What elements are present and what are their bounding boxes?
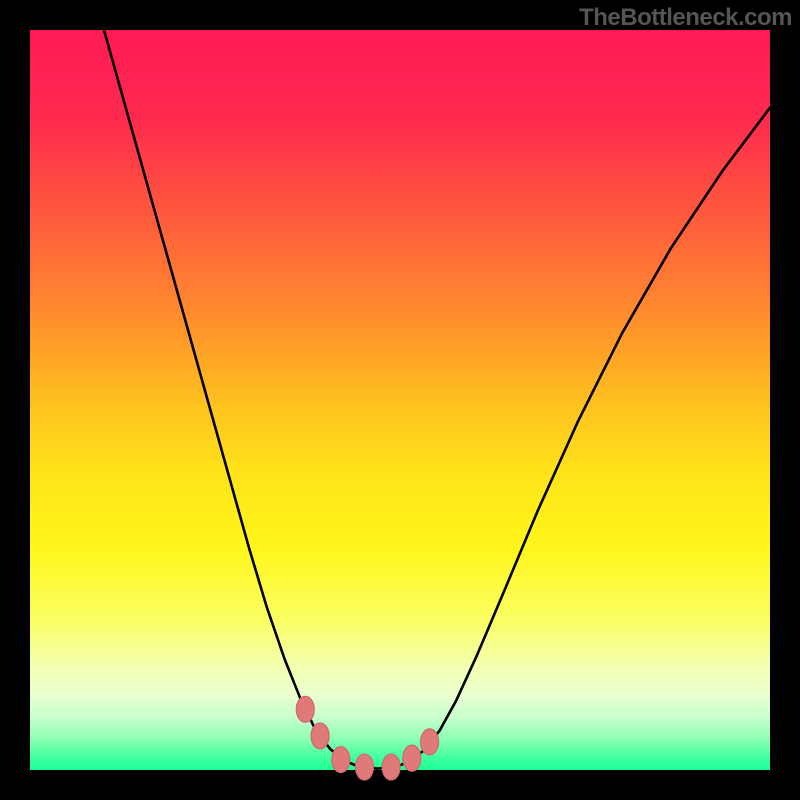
curve-marker xyxy=(421,729,439,755)
curve-marker xyxy=(311,723,329,749)
plot-area xyxy=(30,30,770,770)
watermark-text: TheBottleneck.com xyxy=(579,4,792,32)
chart-canvas: TheBottleneck.com xyxy=(0,0,800,800)
bottleneck-curve xyxy=(104,30,770,769)
curve-marker xyxy=(403,745,421,771)
curve-layer xyxy=(30,30,770,770)
curve-marker xyxy=(332,747,350,773)
curve-marker xyxy=(355,754,373,780)
marker-group xyxy=(296,696,438,780)
curve-marker xyxy=(296,696,314,722)
curve-marker xyxy=(382,754,400,780)
